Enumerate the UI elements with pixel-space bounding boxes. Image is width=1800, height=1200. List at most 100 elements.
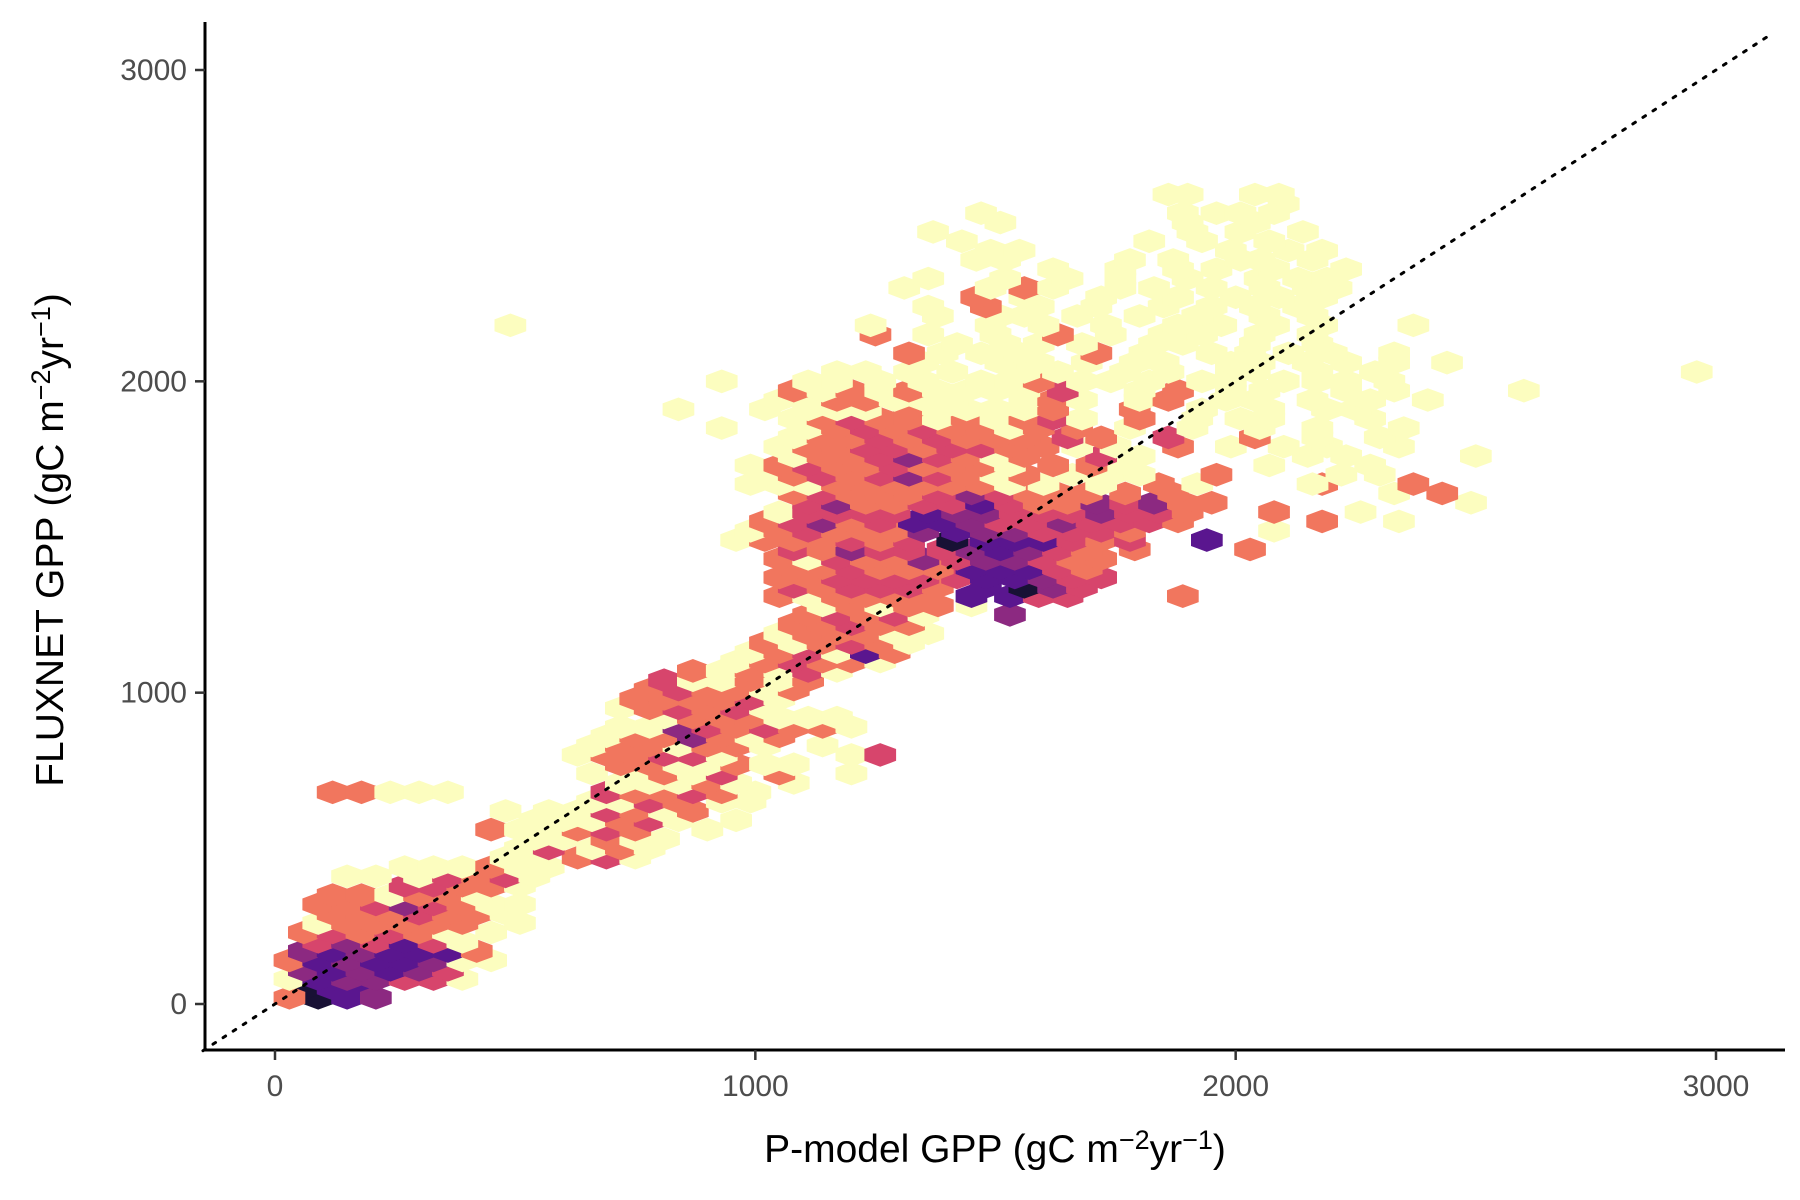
hex-cell [946, 229, 978, 254]
hex-cell [1123, 304, 1156, 328]
hex-cell [1508, 378, 1540, 403]
hex-cell [792, 369, 824, 394]
hex-cell [1330, 369, 1362, 394]
hex-cell [1066, 406, 1098, 431]
hex-cell [1306, 238, 1338, 263]
hex-cell [777, 752, 810, 777]
hex-cell [648, 827, 680, 851]
hex-cell [974, 238, 1007, 263]
hex-cell [850, 360, 882, 384]
hex-cell [854, 313, 887, 338]
x-axis-title: P-model GPP (gC m−2yr−1) [764, 1125, 1226, 1171]
hex-cell [331, 985, 363, 1010]
hex-cell [1378, 341, 1410, 366]
hex-cell [1325, 462, 1358, 487]
hex-cell [1215, 434, 1247, 459]
hex-cell [1037, 257, 1069, 282]
hex-cell [1191, 528, 1223, 552]
hex-cell [1287, 220, 1319, 244]
hex-cell [1215, 238, 1247, 263]
hex-cell [821, 705, 853, 730]
hex-cell [1431, 350, 1463, 375]
hex-cell [360, 864, 392, 889]
hex-cell [1263, 182, 1295, 207]
hex-cell [941, 332, 973, 356]
hex-cell [1162, 285, 1194, 310]
hex-cell [388, 855, 421, 879]
hex-cell [446, 855, 479, 879]
hex-cell [1397, 313, 1430, 338]
hex-cell [1267, 434, 1300, 459]
hex-cell [345, 883, 378, 907]
hex-cell [432, 780, 464, 805]
hex-cell [1460, 444, 1492, 468]
hex-cell [1455, 490, 1487, 515]
hex-cell [1282, 266, 1314, 291]
hex-cell [705, 416, 738, 440]
hex-cell [979, 397, 1012, 422]
hex-cell [1224, 406, 1257, 431]
hex-cell [1205, 313, 1238, 338]
hex-cell [1301, 416, 1334, 440]
hex-cell [763, 500, 796, 524]
hex-cell [749, 752, 781, 777]
hex-cell [1157, 248, 1190, 272]
hex-cell [1239, 182, 1271, 207]
hex-cell [912, 294, 945, 319]
hex-cell [1186, 397, 1218, 422]
hex-cell [835, 761, 868, 786]
hex-cell [821, 360, 853, 384]
hex-cell [475, 920, 507, 945]
hex-cell [720, 808, 752, 833]
hex-cell [1272, 341, 1305, 366]
y-tick-label: 2000 [120, 365, 187, 398]
hex-cell [792, 705, 824, 730]
hex-cell [1114, 248, 1146, 272]
hex-cell [965, 341, 997, 366]
identity-line [201, 31, 1776, 1053]
hex-cell [912, 322, 945, 347]
hex-cell [1330, 257, 1362, 282]
y-axis-title: FLUXNET GPP (gC m−2yr−1) [26, 293, 72, 787]
hex-cell [1085, 425, 1117, 450]
hex-cell [1296, 388, 1329, 412]
hex-cell [965, 369, 997, 394]
hex-cell [1296, 472, 1329, 496]
hex-cell [1037, 453, 1069, 478]
hex-cell [912, 266, 945, 291]
hex-cell [1109, 481, 1141, 506]
hex-cell [1426, 481, 1459, 506]
hex-cell [648, 668, 680, 692]
hex-cell [1195, 294, 1228, 319]
hex-cell [374, 780, 407, 805]
hex-cell [605, 715, 637, 739]
hex-cell [494, 313, 527, 338]
hex-cell [576, 761, 608, 786]
hex-cell [1383, 509, 1415, 534]
hex-cell [806, 733, 839, 758]
x-tick-label: 1000 [722, 1070, 789, 1103]
hex-cell [1397, 472, 1430, 496]
hex-cell [1258, 518, 1290, 543]
hex-cell [1253, 229, 1286, 254]
hex-cell [1003, 238, 1036, 263]
hex-cell [1234, 537, 1266, 562]
hex-cell [1195, 276, 1228, 300]
hex-cell [705, 369, 738, 394]
hex-cell [360, 985, 392, 1010]
hex-cell [1171, 182, 1204, 207]
hex-cell [893, 341, 925, 366]
hexbin-cells [273, 182, 1713, 1010]
hex-cell [691, 817, 724, 842]
hex-cell [1267, 369, 1300, 394]
hex-cell [1138, 276, 1170, 300]
hex-cell [1363, 425, 1396, 450]
x-tick-label: 3000 [1683, 1070, 1750, 1103]
hex-cell [489, 799, 522, 823]
hex-cell [1680, 360, 1713, 384]
hex-cell [504, 892, 536, 917]
hex-cell [1090, 313, 1122, 338]
hex-cell [917, 220, 949, 244]
hex-cell [662, 397, 695, 422]
